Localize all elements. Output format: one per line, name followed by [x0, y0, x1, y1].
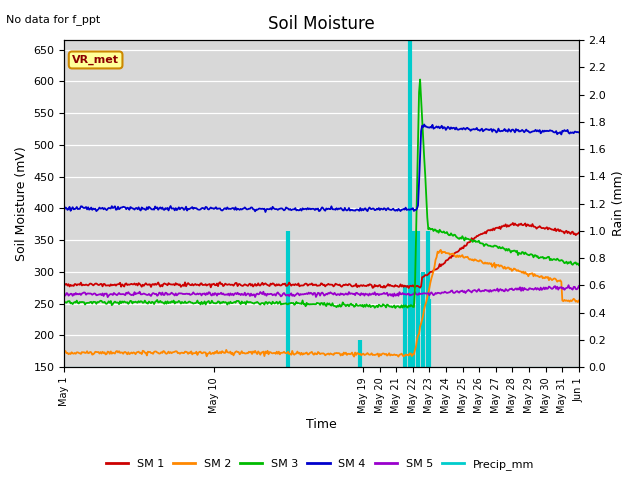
Text: No data for f_ppt: No data for f_ppt [6, 14, 100, 25]
Text: VR_met: VR_met [72, 55, 119, 65]
Y-axis label: Rain (mm): Rain (mm) [612, 171, 625, 237]
Legend: SM 1, SM 2, SM 3, SM 4, SM 5, Precip_mm: SM 1, SM 2, SM 3, SM 4, SM 5, Precip_mm [101, 455, 539, 474]
Title: Soil Moisture: Soil Moisture [268, 15, 375, 33]
X-axis label: Time: Time [307, 419, 337, 432]
Y-axis label: Soil Moisture (mV): Soil Moisture (mV) [15, 146, 28, 261]
